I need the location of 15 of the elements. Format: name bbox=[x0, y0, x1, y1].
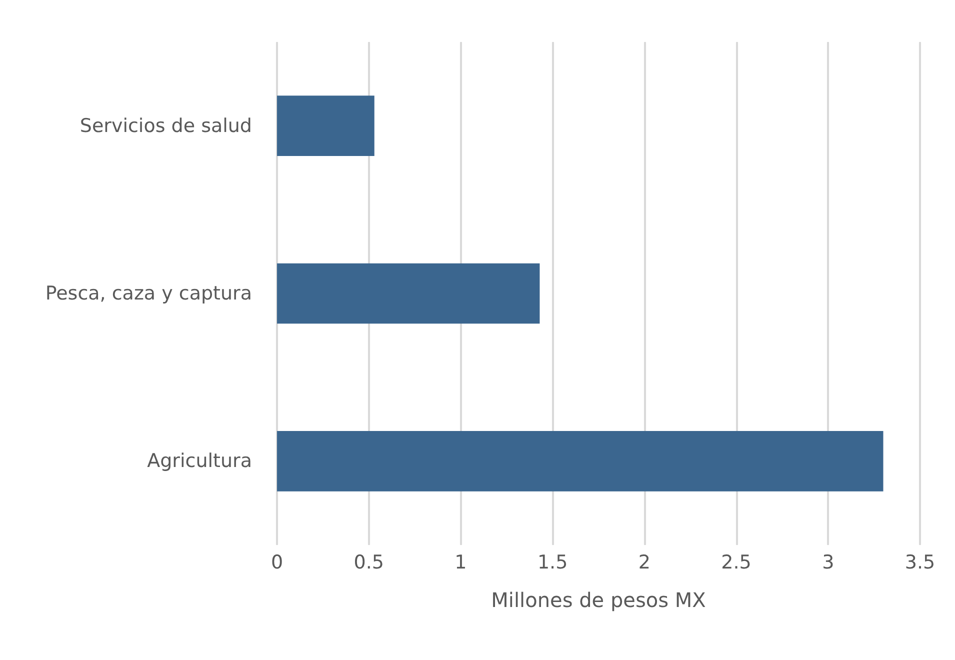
y-tick-label: Agricultura bbox=[147, 450, 252, 472]
y-tick-label: Pesca, caza y captura bbox=[45, 282, 252, 304]
x-tick-label: 1 bbox=[454, 552, 467, 574]
y-tick-label: Servicios de salud bbox=[80, 114, 252, 137]
x-tick-label: 2 bbox=[638, 552, 650, 574]
bar bbox=[277, 430, 884, 492]
x-tick-label: 0.5 bbox=[354, 552, 384, 574]
x-tick-label: 2.5 bbox=[721, 552, 752, 574]
bar bbox=[277, 96, 374, 156]
x-tick-label: 3.5 bbox=[904, 552, 936, 574]
bar bbox=[277, 263, 540, 324]
x-tick-label: 1.5 bbox=[537, 552, 568, 574]
x-tick-label: 3 bbox=[822, 552, 834, 574]
x-axis-title: Millones de pesos MX bbox=[491, 588, 706, 612]
x-tick-label: 0 bbox=[270, 552, 284, 574]
